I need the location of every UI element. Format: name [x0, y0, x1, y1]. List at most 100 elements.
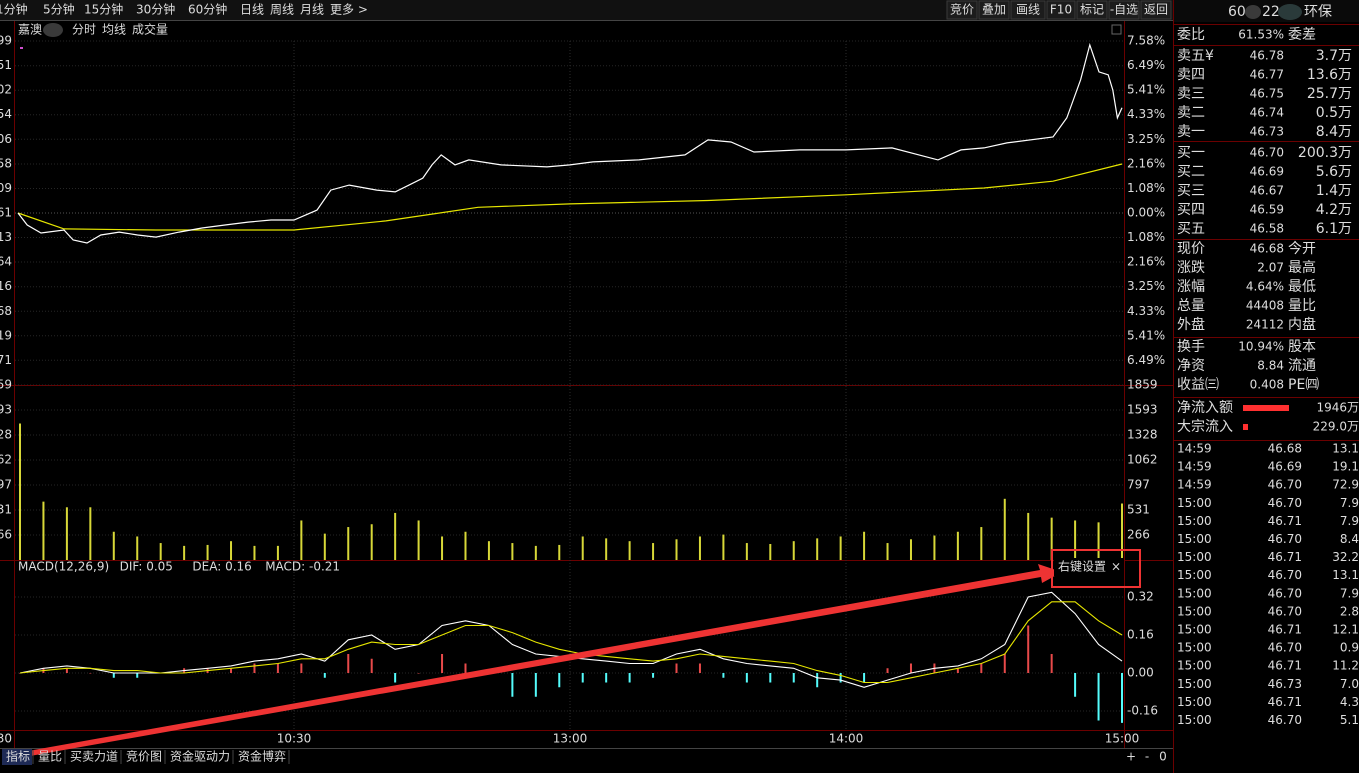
trade-volume: 7.9: [1340, 514, 1359, 528]
tooltip[interactable]: [1054, 558, 1124, 576]
tooltip-close[interactable]: ×: [1111, 560, 1121, 574]
volume-bar: [417, 520, 420, 560]
toolbar-button-label[interactable]: 叠加: [982, 3, 1006, 17]
period-tab[interactable]: 30分钟: [136, 2, 175, 17]
toolbar-button[interactable]: [1076, 0, 1108, 20]
zoom-control[interactable]: 0: [1159, 750, 1167, 764]
period-tab[interactable]: 15分钟: [84, 2, 123, 17]
bottom-tab[interactable]: 指标: [6, 749, 30, 764]
stat-label: 内盘: [1288, 316, 1316, 333]
toolbar-button[interactable]: [1010, 0, 1046, 20]
volume-bar: [558, 544, 561, 560]
toolbar-button[interactable]: [946, 0, 978, 20]
toolbar-button-label[interactable]: 返回: [1144, 3, 1168, 17]
book-label: 卖二: [1177, 105, 1205, 121]
label: 委差: [1288, 27, 1316, 43]
macd-bar: [605, 673, 608, 683]
y-tick-label: 5.41%: [1127, 328, 1165, 342]
bottom-tab[interactable]: 买卖力道: [70, 750, 118, 764]
trade-price: 46.71: [1268, 659, 1302, 673]
toolbar: [0, 0, 1173, 20]
x-tick-label: 30: [0, 732, 12, 746]
toolbar-button-label[interactable]: 画线: [1016, 3, 1040, 17]
volume-bar: [19, 423, 21, 560]
macd-bar: [65, 668, 68, 673]
y-tick-label: 0.32: [1127, 590, 1154, 604]
toolbar-button[interactable]: [978, 0, 1010, 20]
toolbar-button-label[interactable]: F10: [1050, 3, 1072, 17]
macd-bar: [511, 673, 514, 697]
period-tab[interactable]: 周线: [270, 3, 294, 17]
stock-name: 嘉澳: [18, 23, 42, 37]
trade-time: 15:00: [1177, 623, 1212, 637]
book-volume: 8.4万: [1316, 124, 1352, 140]
period-tab[interactable]: 5分钟: [43, 2, 75, 17]
x-tick-label: 13:00: [553, 732, 588, 746]
stock-code: 22: [1262, 4, 1280, 20]
toolbar-button[interactable]: [1140, 0, 1172, 20]
trade-price: 46.70: [1268, 568, 1302, 582]
book-price: 46.69: [1250, 165, 1284, 179]
bottom-tab[interactable]: 资金驱动力: [170, 749, 230, 764]
legend-item: 成交量: [132, 22, 168, 37]
trade-volume: 32.2: [1332, 550, 1359, 564]
book-volume: 3.7万: [1316, 48, 1352, 64]
volume-bar: [769, 543, 772, 560]
axis-strip: [1124, 21, 1173, 748]
y-tick-label: 6.49%: [1127, 353, 1165, 367]
macd-legend: DEA: 0.16: [192, 560, 251, 574]
bottom-tab[interactable]: 资金博弈: [238, 749, 286, 764]
annotation-box: [1051, 549, 1141, 588]
trade-time: 14:59: [1177, 442, 1212, 456]
volume-bar: [159, 543, 162, 560]
stat-value: 8.84: [1257, 359, 1284, 373]
y-tick-label: 97: [0, 477, 12, 491]
volume-bar: [581, 536, 584, 560]
period-tab[interactable]: 月线: [300, 3, 324, 17]
toolbar-button-label[interactable]: 竞价: [950, 3, 974, 17]
value: 61.53%: [1238, 28, 1284, 42]
period-tab[interactable]: 更多 >: [330, 3, 368, 17]
maximize-icon[interactable]: [1111, 24, 1122, 35]
y-tick-label: 062: [0, 453, 12, 467]
y-tick-label: 58: [0, 156, 12, 170]
zoom-control[interactable]: +: [1126, 750, 1136, 764]
redaction: [1245, 5, 1261, 19]
toolbar-button-label[interactable]: 标记: [1080, 3, 1104, 17]
stat-label: 现价: [1177, 241, 1205, 257]
book-volume: 200.3万: [1298, 145, 1352, 161]
bottom-tab[interactable]: 竞价图: [126, 750, 162, 764]
book-label: 买四: [1177, 202, 1205, 218]
macd-legend: MACD(12,26,9): [18, 560, 109, 574]
trade-time: 15:00: [1177, 604, 1212, 618]
toolbar-button[interactable]: [1108, 0, 1140, 20]
tab-active[interactable]: [2, 749, 32, 765]
stat-value: 24112: [1246, 318, 1284, 332]
volume-bar: [722, 534, 725, 560]
period-tab[interactable]: 日线: [240, 3, 264, 17]
flow-bar: [1243, 424, 1248, 430]
volume-bar: [675, 539, 678, 560]
y-tick-label: 266: [1127, 527, 1150, 541]
toolbar-button[interactable]: [1046, 0, 1076, 20]
period-tab[interactable]: 60分钟: [188, 2, 227, 17]
book-label: 卖四: [1177, 67, 1205, 83]
bottom-tab[interactable]: 量比: [38, 750, 62, 764]
period-tab[interactable]: 1分钟: [0, 2, 28, 17]
trade-time: 15:00: [1177, 641, 1212, 655]
y-tick-label: 2.16%: [1127, 156, 1165, 170]
tooltip-text[interactable]: 右键设置: [1058, 559, 1106, 574]
stat-label: 今开: [1288, 241, 1316, 257]
stat-value: 2.07: [1257, 261, 1284, 275]
volume-bar: [1027, 512, 1030, 560]
zoom-control[interactable]: -: [1145, 750, 1149, 764]
y-tick-label: 54: [0, 107, 12, 121]
macd-bar: [136, 673, 139, 678]
book-price: 46.75: [1250, 87, 1284, 101]
y-tick-label: 66: [0, 527, 12, 541]
macd-bar: [89, 673, 92, 674]
stock-name: 环保: [1304, 4, 1332, 20]
toolbar-button-label[interactable]: -自选: [1110, 3, 1138, 17]
y-tick-label: 5.41%: [1127, 83, 1165, 97]
